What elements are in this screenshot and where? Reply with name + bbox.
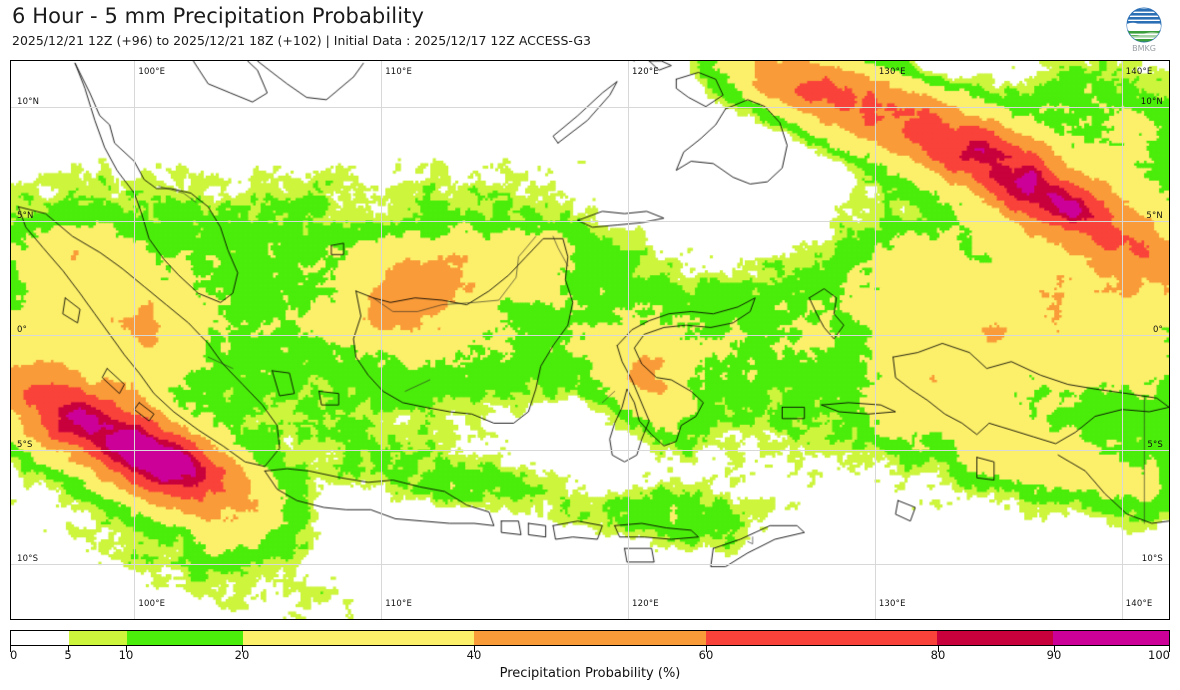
latitude-label: 5°N [1146, 211, 1163, 221]
colorbar-segment [242, 631, 475, 645]
graticule-meridian [134, 61, 136, 619]
longitude-label: 100°E [138, 67, 166, 77]
graticule-parallel [11, 106, 1169, 108]
longitude-label: 120°E [632, 599, 659, 609]
colorbar-area: Precipitation Probability (%) 0 5 10 20 40 60… [10, 630, 1170, 690]
colorbar-segment [937, 631, 1054, 645]
longitude-label: 140°E [1125, 67, 1153, 77]
colorbar-tick [938, 646, 939, 652]
colorbar-tick [1169, 646, 1170, 652]
colorbar-tick-label: 20 [234, 648, 250, 662]
longitude-label: 120°E [632, 67, 659, 77]
latitude-label: 0° [17, 325, 28, 336]
longitude-label: 110°E [385, 599, 413, 609]
colorbar-segment [11, 631, 69, 645]
colorbar-segment [474, 631, 706, 645]
colorbar-tick [1054, 646, 1055, 652]
colorbar-tick-label: 0 [10, 648, 18, 662]
colorbar-tick [474, 646, 475, 652]
graticule-parallel [11, 221, 1169, 222]
longitude-label: 100°E [138, 599, 166, 609]
longitude-label: 140°E [1125, 599, 1153, 609]
graticule-parallel [11, 563, 1169, 565]
bmkg-logo-text: BMKG [1132, 44, 1156, 53]
colorbar-tick-label: 40 [466, 648, 482, 662]
colorbar-segment [126, 631, 243, 645]
page-title: 6 Hour - 5 mm Precipitation Probability [12, 4, 425, 28]
latitude-label: 5°S [1147, 439, 1163, 450]
colorbar-tick [706, 646, 707, 652]
colorbar-tick [68, 646, 69, 652]
longitude-label: 130°E [878, 599, 906, 609]
graticule-meridian [628, 61, 630, 619]
colorbar-axis [10, 646, 1170, 660]
colorbar-tick [10, 646, 11, 652]
header: 6 Hour - 5 mm Precipitation Probability … [0, 0, 1180, 58]
colorbar-segment [1053, 631, 1169, 645]
graticule-meridian [381, 61, 383, 619]
colorbar-tick-label: 60 [698, 648, 714, 662]
graticule-meridian [874, 61, 876, 619]
graticule-parallel [11, 449, 1169, 451]
latitude-label: 10°N [17, 96, 40, 107]
latitude-label: 5°N [17, 211, 34, 221]
colorbar-tick-label: 100 [1148, 648, 1170, 662]
longitude-label: 110°E [385, 67, 413, 77]
graticule-meridian [1121, 61, 1123, 619]
graticule-parallel [11, 335, 1169, 337]
colorbar-tick-label: 80 [930, 648, 946, 662]
colorbar-tick-label: 90 [1046, 648, 1062, 662]
longitude-label: 130°E [878, 67, 906, 77]
colorbar-tick-label: 10 [118, 648, 134, 662]
latitude-label: 0° [1152, 325, 1163, 336]
colorbar-tick [126, 646, 127, 652]
latitude-label: 5°S [17, 439, 33, 450]
bmkg-logo: BMKG [1118, 2, 1170, 54]
colorbar-tick [242, 646, 243, 652]
colorbar-title: Precipitation Probability (%) [499, 666, 681, 681]
page-subtitle: 2025/12/21 12Z (+96) to 2025/12/21 18Z (… [12, 33, 591, 48]
latitude-label: 10°S [17, 553, 39, 564]
colorbar-tick-label: 5 [64, 648, 72, 662]
colorbar [10, 630, 1170, 646]
precipitation-probability-raster [11, 61, 1169, 619]
colorbar-segment [705, 631, 938, 645]
latitude-label: 10°N [1140, 96, 1163, 107]
map-frame[interactable]: 100°E 100°E 110°E 110°E 120°E 120°E 130°E 130°E… [10, 60, 1170, 620]
colorbar-segment [68, 631, 127, 645]
latitude-label: 10°S [1141, 553, 1163, 564]
